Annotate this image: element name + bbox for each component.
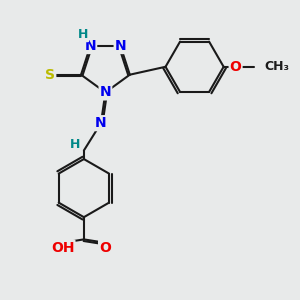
Text: N: N <box>115 39 126 53</box>
Text: O: O <box>230 60 242 74</box>
Text: O: O <box>99 241 111 255</box>
Text: S: S <box>45 68 55 82</box>
Text: N: N <box>95 116 107 130</box>
Text: H: H <box>78 28 88 41</box>
Text: N: N <box>85 39 96 53</box>
Text: H: H <box>70 138 80 151</box>
Text: OH: OH <box>51 241 74 255</box>
Text: N: N <box>100 85 111 99</box>
Text: CH₃: CH₃ <box>265 60 290 73</box>
